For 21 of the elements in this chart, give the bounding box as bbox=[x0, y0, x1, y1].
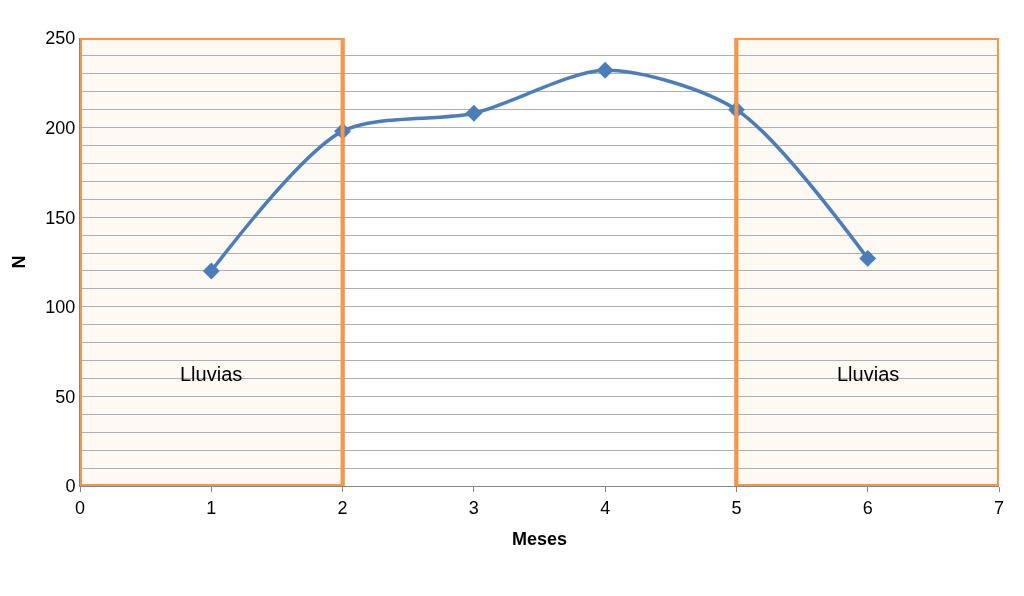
point bbox=[859, 249, 877, 267]
x-tick-label: 2 bbox=[337, 497, 348, 518]
x-tick-label: 7 bbox=[993, 497, 1005, 518]
band-label: Lluvias bbox=[837, 363, 900, 385]
x-tick-label: 5 bbox=[731, 497, 742, 518]
point bbox=[465, 104, 483, 122]
y-tick-label: 250 bbox=[45, 28, 76, 49]
y-axis-title: N bbox=[8, 255, 29, 269]
x-tick-label: 4 bbox=[600, 497, 611, 518]
x-axis-title: Meses bbox=[511, 528, 568, 549]
point bbox=[202, 262, 220, 280]
x-tick-label: 6 bbox=[862, 497, 873, 518]
y-tick-label: 0 bbox=[65, 476, 76, 497]
y-tick-label: 50 bbox=[55, 386, 76, 407]
point bbox=[596, 61, 614, 79]
y-tick-label: 100 bbox=[45, 297, 76, 318]
band-label: Lluvias bbox=[180, 363, 243, 385]
x-tick-label: 1 bbox=[206, 497, 217, 518]
y-tick-label: 150 bbox=[45, 207, 76, 228]
x-tick-label: 3 bbox=[468, 497, 479, 518]
y-tick-label: 200 bbox=[45, 117, 76, 138]
